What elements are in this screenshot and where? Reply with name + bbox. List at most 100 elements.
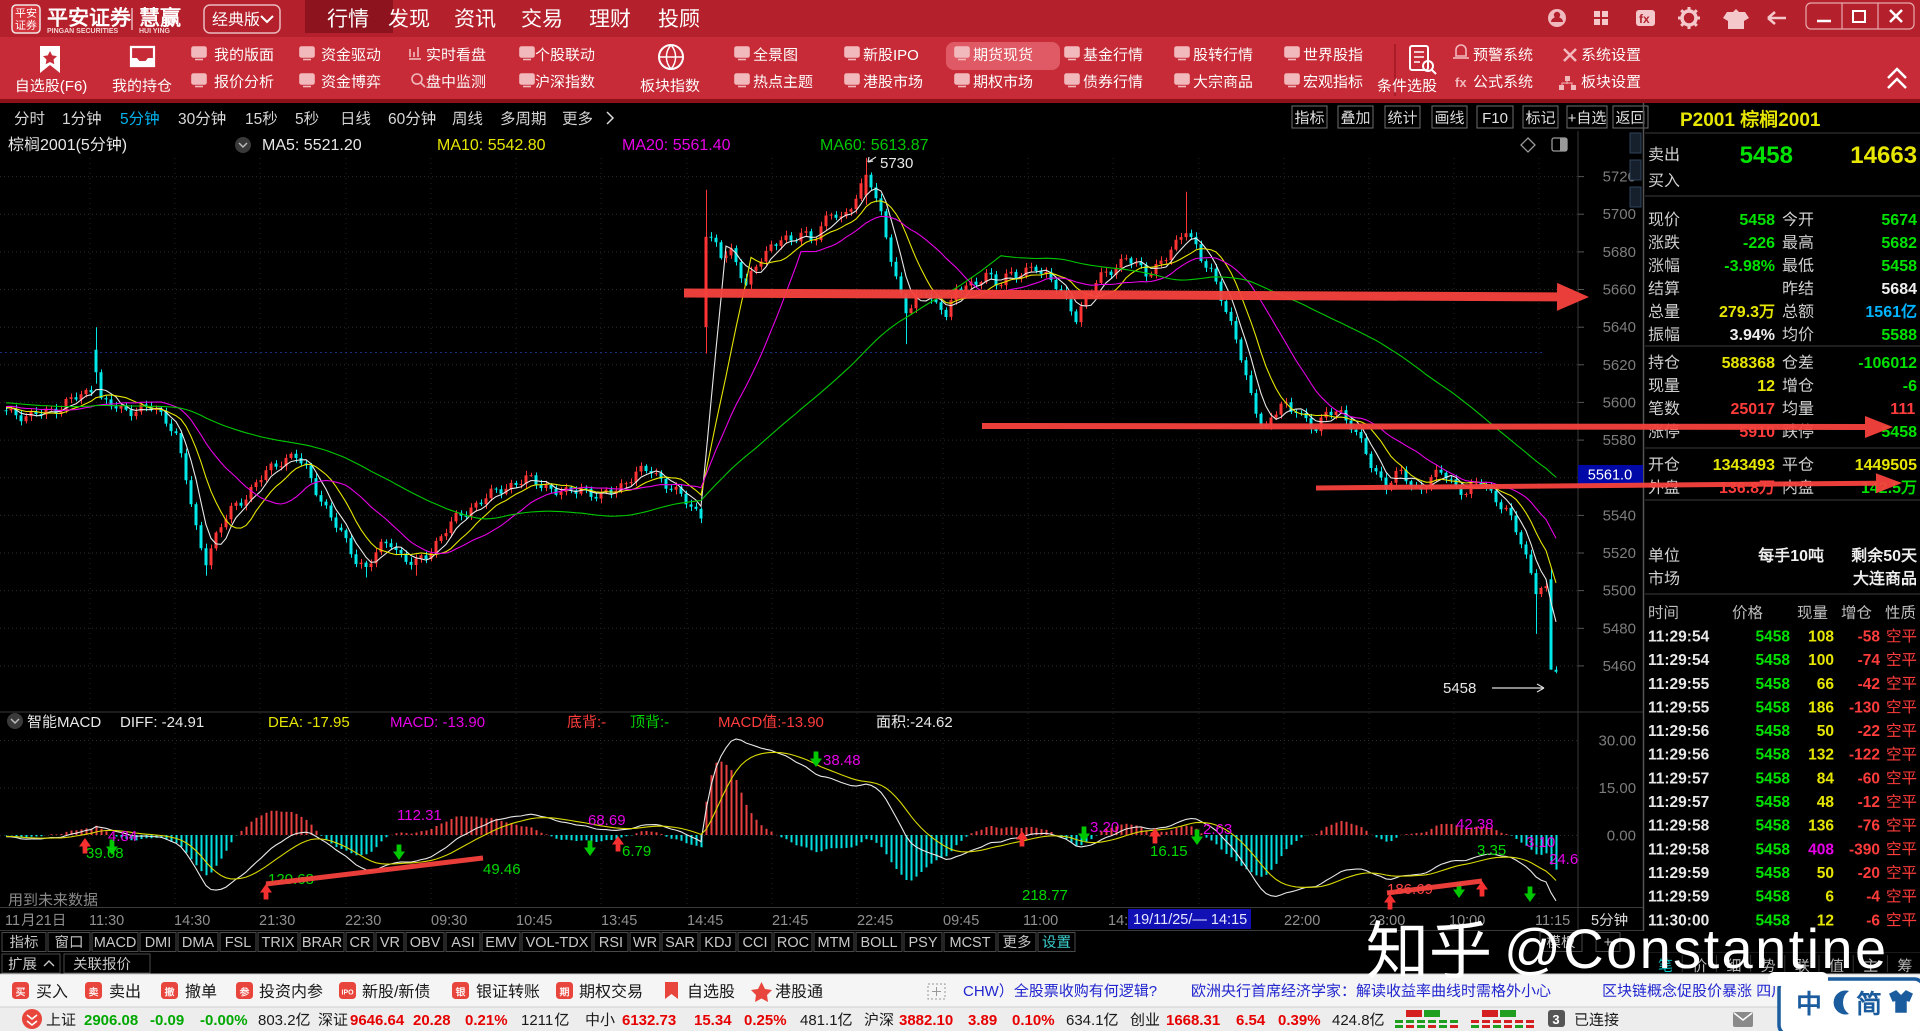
svg-text:5700: 5700 [1603,206,1636,223]
svg-text:6: 6 [1825,889,1834,906]
svg-text:11:29:59: 11:29:59 [1648,889,1710,906]
svg-text:6132.73: 6132.73 [622,1012,676,1029]
svg-text:111: 111 [1890,401,1915,418]
svg-text:11:30:00: 11:30:00 [1648,912,1709,929]
svg-text:1668.31: 1668.31 [1166,1012,1220,1029]
svg-text:5458: 5458 [1756,699,1791,716]
svg-text:6.54: 6.54 [1236,1012,1266,1029]
svg-text:-6: -6 [1903,378,1917,395]
svg-text:5458: 5458 [1756,794,1791,811]
svg-text::-: :- [660,714,669,731]
svg-text:13:45: 13:45 [601,913,637,929]
svg-text:3.94%: 3.94% [1730,327,1775,344]
svg-text:-122: -122 [1849,747,1880,764]
svg-text:19/11/25/— 14:15: 19/11/25/— 14:15 [1133,912,1247,928]
svg-text:5674: 5674 [1881,212,1917,229]
svg-text:5458: 5458 [1756,841,1791,858]
svg-text:11:29:57: 11:29:57 [1648,794,1709,811]
svg-text:84: 84 [1817,770,1835,787]
svg-text:21:45: 21:45 [772,913,808,929]
svg-text:0.10%: 0.10% [1012,1012,1055,1029]
svg-text:-3.98%: -3.98% [1724,258,1775,275]
svg-text:50: 50 [1817,865,1834,882]
svg-text:IPO: IPO [342,990,355,997]
svg-text:+: + [1568,110,1577,127]
svg-text:-0.00%: -0.00% [200,1012,248,1029]
svg-text:5500: 5500 [1603,583,1636,600]
svg-text:5720: 5720 [1603,169,1636,186]
svg-text:DEA: -17.95: DEA: -17.95 [268,714,350,731]
svg-text:5540: 5540 [1603,507,1636,524]
svg-text:P2001: P2001 [1680,110,1735,131]
svg-text:/: / [394,984,399,1001]
svg-text:20.28: 20.28 [413,1012,451,1029]
svg-text:588368: 588368 [1722,355,1775,372]
svg-text:PINGAN SECURITIES: PINGAN SECURITIES [47,28,119,35]
svg-text::-24.62: :-24.62 [906,714,953,731]
svg-text:279.3: 279.3 [1719,304,1759,321]
svg-text:12: 12 [1817,912,1834,929]
svg-text:634.1: 634.1 [1066,1012,1104,1029]
svg-text:CR: CR [350,935,371,951]
svg-text:5460: 5460 [1603,658,1636,675]
svg-text:5660: 5660 [1603,282,1636,299]
svg-text:11:29:59: 11:29:59 [1648,865,1710,882]
svg-text:5680: 5680 [1603,244,1636,261]
svg-text::-13.90: :-13.90 [777,714,824,731]
svg-text:fx: fx [1455,75,1467,90]
svg-text:108: 108 [1808,629,1834,646]
svg-text:15.00: 15.00 [1599,780,1637,797]
svg-text:3.89: 3.89 [968,1012,997,1029]
svg-text:-74: -74 [1858,652,1881,669]
svg-text:-226: -226 [1743,235,1775,252]
svg-text:VR: VR [380,935,400,951]
svg-text:-42: -42 [1858,676,1880,693]
svg-text:5520: 5520 [1603,545,1636,562]
svg-text:3.20: 3.20 [1090,819,1119,836]
svg-text:5730: 5730 [880,155,913,172]
svg-text:MA60: 5613.87: MA60: 5613.87 [820,137,929,154]
svg-text:ASI: ASI [451,935,474,951]
svg-text:49.46: 49.46 [483,861,521,878]
svg-text:VOL-TDX: VOL-TDX [526,935,589,951]
svg-text:DMA: DMA [182,935,215,951]
svg-text:IPO: IPO [893,47,919,64]
svg-text:0.21%: 0.21% [465,1012,508,1029]
svg-text:5561.0: 5561.0 [1588,468,1632,484]
svg-text:11:29:58: 11:29:58 [1648,818,1710,835]
svg-text:MA20: 5561.40: MA20: 5561.40 [622,137,731,154]
svg-text:-60: -60 [1858,770,1880,787]
svg-text:5458: 5458 [1756,818,1791,835]
svg-text:MA10: 5542.80: MA10: 5542.80 [437,137,546,154]
svg-text:21:30: 21:30 [259,913,295,929]
svg-text:5458: 5458 [1881,424,1917,441]
svg-text:-4: -4 [1866,889,1880,906]
svg-text:5458: 5458 [1881,258,1917,275]
svg-text:3882.10: 3882.10 [899,1012,953,1029]
svg-text:60: 60 [388,111,406,128]
svg-text:5682: 5682 [1881,235,1917,252]
svg-text:-58: -58 [1858,629,1881,646]
svg-text:11:29:55: 11:29:55 [1648,699,1710,716]
svg-text:5: 5 [1591,913,1599,929]
svg-text:5458: 5458 [1740,142,1793,169]
svg-text:CHW: CHW [963,983,1000,1000]
svg-text:186: 186 [1808,699,1834,716]
svg-text:3: 3 [1552,1012,1559,1027]
svg-text:-22: -22 [1858,723,1880,740]
svg-text:136: 136 [1808,818,1834,835]
svg-text:424.8: 424.8 [1332,1012,1370,1029]
svg-text:1561: 1561 [1865,304,1901,321]
svg-text:48: 48 [1817,794,1835,811]
svg-text:11:30: 11:30 [89,913,124,929]
svg-text:22:30: 22:30 [345,913,381,929]
svg-text:5458: 5458 [1739,212,1775,229]
svg-text:5: 5 [120,111,129,128]
svg-text:fx: fx [1639,12,1650,26]
svg-text:OBV: OBV [410,935,441,951]
svg-text:5640: 5640 [1603,319,1636,336]
svg-text:11:29:54: 11:29:54 [1648,629,1710,646]
svg-text:DMI: DMI [145,935,172,951]
svg-text:1: 1 [62,111,71,128]
svg-text:CCI: CCI [743,935,768,951]
